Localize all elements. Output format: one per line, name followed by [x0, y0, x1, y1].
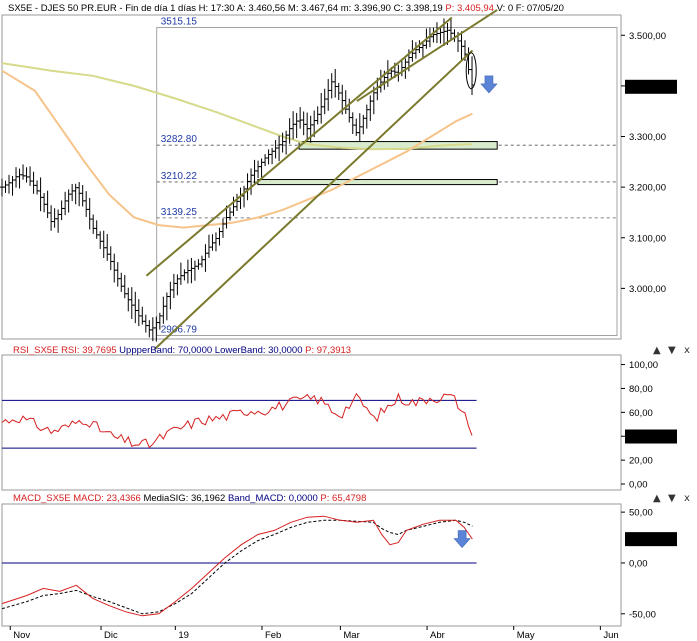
x-tick-label: Mar	[343, 630, 359, 641]
rsi-close-button[interactable]: x	[684, 345, 690, 356]
last-value-badge	[625, 532, 677, 547]
y-tick-label: 60,00	[629, 408, 653, 419]
fib-level-label: 3139.25	[161, 207, 198, 218]
fib-level-label: 3282.80	[161, 134, 198, 145]
y-tick-label: 3.100,00	[629, 233, 666, 244]
highlight-ellipse	[465, 52, 477, 90]
macd-close-button[interactable]: x	[684, 493, 690, 504]
rsi-header: RSI_SX5E RSI: 39,7695 UppperBand: 70,000…	[13, 345, 351, 356]
macd-move-up-button[interactable]: ▲	[653, 493, 661, 504]
sma-long-line	[1, 69, 473, 229]
fib-level-label: 2906.79	[161, 325, 198, 336]
y-tick-label: 3.500,00	[629, 31, 666, 42]
y-tick-label: 0,00	[629, 480, 648, 491]
rsi-line	[1, 392, 473, 449]
x-tick-label: Nov	[13, 630, 30, 641]
rsi-move-down-button[interactable]: ▼	[668, 345, 676, 356]
fib-level-label: 3515.15	[161, 17, 198, 28]
price-panel: SX5E - DJES 50 PR.EUR - Fin de día 1 día…	[0, 3, 677, 350]
x-axis: Nov Dic 19 Feb Mar Abr May Jun	[2, 625, 621, 641]
y-tick-label: 3.000,00	[629, 284, 666, 295]
last-value-label: 23,44	[629, 535, 653, 546]
price-header: SX5E - DJES 50 PR.EUR - Fin de día 1 día…	[8, 3, 564, 14]
y-tick-label: 20,00	[629, 456, 653, 467]
x-tick-label: Feb	[265, 630, 281, 641]
y-tick-label: 100,00	[629, 360, 658, 371]
x-tick-label: Abr	[430, 630, 445, 641]
macd-move-down-button[interactable]: ▼	[668, 493, 676, 504]
x-tick-label: May	[517, 630, 535, 641]
rsi-move-up-button[interactable]: ▲	[653, 345, 661, 356]
last-value-badge	[625, 79, 677, 94]
last-value-badge	[625, 429, 677, 444]
last-value-label: 39,77	[629, 433, 653, 444]
macd-header: MACD_SX5E MACD: 23,4366 MediaSIG: 36,196…	[13, 493, 366, 504]
y-tick-label: 3.300,00	[629, 132, 666, 143]
x-tick-label: 19	[178, 630, 189, 641]
y-tick-label: 80,00	[629, 384, 653, 395]
rsi-panel-controls: ▲ ▼ x	[653, 345, 690, 356]
macd-panel-controls: ▲ ▼ x	[653, 493, 690, 504]
fib-level-label: 3210.22	[161, 171, 198, 182]
sma-short-line	[1, 62, 473, 151]
x-tick-label: Jun	[603, 630, 618, 641]
y-tick-label: 50,00	[629, 508, 653, 519]
macd-signal-line	[1, 519, 473, 615]
x-tick-label: Dic	[104, 630, 118, 641]
y-tick-label: -50,00	[629, 609, 656, 620]
last-value-label: 3.398,19	[629, 83, 666, 94]
channel-lower-line	[154, 49, 474, 350]
macd-panel: MACD_SX5E MACD: 23,4366 MediaSIG: 36,196…	[1, 493, 677, 627]
channel-mid-line	[356, 9, 498, 102]
rsi-panel: RSI_SX5E RSI: 39,7695 UppperBand: 70,000…	[1, 345, 677, 491]
channel-upper-line	[145, 16, 453, 277]
support-zone	[257, 179, 498, 186]
macd-line	[1, 515, 473, 617]
y-tick-label: 3.200,00	[629, 183, 666, 194]
macd-down-arrow-icon	[453, 530, 471, 549]
y-tick-label: 0,00	[629, 558, 648, 569]
down-arrow-icon	[480, 75, 498, 94]
